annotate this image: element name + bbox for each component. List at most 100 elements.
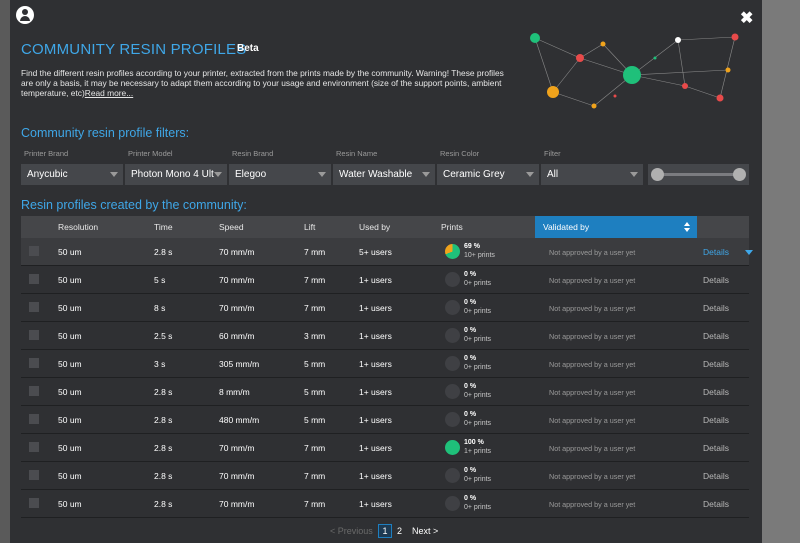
table-section-title: Resin profiles created by the community: — [21, 198, 247, 212]
column-lift[interactable]: Lift — [304, 222, 316, 232]
row-checkbox[interactable] — [29, 470, 39, 480]
column-validated-by[interactable]: Validated by — [535, 216, 697, 238]
cell-lift: 7 mm — [304, 471, 326, 481]
cell-validated-by: Not approved by a user yet — [549, 500, 636, 509]
column-prints[interactable]: Prints — [441, 222, 463, 232]
cell-print-count: 0+ prints — [464, 476, 492, 483]
filter-select[interactable]: All — [541, 164, 643, 185]
read-more-link[interactable]: Read more... — [84, 88, 134, 99]
chevron-down-icon — [110, 172, 118, 177]
cell-resolution: 50 um — [58, 387, 82, 397]
pagination-next[interactable]: Next > — [412, 526, 439, 536]
column-used-by[interactable]: Used by — [359, 222, 391, 232]
cell-print-count: 0+ prints — [464, 336, 492, 343]
printer-brand-select[interactable]: Anycubic — [21, 164, 123, 185]
row-checkbox[interactable] — [29, 414, 39, 424]
column-speed[interactable]: Speed — [219, 222, 244, 232]
cell-speed: 8 mm/m — [219, 387, 250, 397]
printer-model-select[interactable]: Photon Mono 4 Ult — [125, 164, 227, 185]
cell-validated-by: Not approved by a user yet — [549, 332, 636, 341]
cell-lift: 5 mm — [304, 359, 326, 369]
pagination-previous[interactable]: < Previous — [330, 526, 373, 536]
resin-brand-select[interactable]: Elegoo — [229, 164, 331, 185]
table-row[interactable]: 50 um 3 s 305 mm/m 5 mm 1+ users 0 % 0+ prints… — [21, 350, 749, 378]
cell-print-count: 10+ prints — [464, 252, 495, 259]
row-checkbox[interactable] — [29, 302, 39, 312]
cell-lift: 7 mm — [304, 275, 326, 285]
row-checkbox[interactable] — [29, 274, 39, 284]
cell-validated-by: Not approved by a user yet — [549, 444, 636, 453]
details-button[interactable]: Details — [703, 499, 729, 509]
slider-handle-min[interactable] — [651, 168, 664, 181]
table-row[interactable]: 50 um 2.8 s 70 mm/m 7 mm 5+ users 69 % 10+ pri… — [21, 238, 753, 266]
details-button[interactable]: Details — [703, 275, 729, 285]
row-checkbox[interactable] — [29, 386, 39, 396]
pagination-page-1[interactable]: 1 — [378, 524, 392, 538]
details-button[interactable]: Details — [703, 331, 729, 341]
column-time[interactable]: Time — [154, 222, 173, 232]
table-row[interactable]: 50 um 2.8 s 70 mm/m 7 mm 1+ users 0 % 0+ print… — [21, 490, 749, 518]
table-row[interactable]: 50 um 5 s 70 mm/m 7 mm 1+ users 0 % 0+ prints N… — [21, 266, 749, 294]
details-button[interactable]: Details — [703, 471, 729, 481]
pagination-page-2[interactable]: 2 — [397, 526, 403, 536]
column-resolution[interactable]: Resolution — [58, 222, 99, 232]
cell-used-by: 1+ users — [359, 331, 392, 341]
cell-used-by: 1+ users — [359, 387, 392, 397]
row-checkbox[interactable] — [29, 330, 39, 340]
printer-model-value: Photon Mono 4 Ult — [131, 169, 214, 180]
chevron-down-icon — [526, 172, 534, 177]
success-rate-chart — [445, 496, 460, 511]
cell-lift: 5 mm — [304, 387, 326, 397]
details-button[interactable]: Details — [703, 443, 729, 453]
table-row[interactable]: 50 um 2.8 s 480 mm/m 5 mm 1+ users 0 % 0+ prin… — [21, 406, 749, 434]
cell-lift: 5 mm — [304, 415, 326, 425]
cell-print-count: 0+ prints — [464, 420, 492, 427]
row-checkbox[interactable] — [29, 246, 39, 256]
user-icon[interactable] — [16, 6, 34, 24]
table-row[interactable]: 50 um 2.8 s 8 mm/m 5 mm 1+ users 0 % 0+ prints… — [21, 378, 749, 406]
range-slider[interactable] — [648, 164, 749, 185]
cell-validated-by: Not approved by a user yet — [549, 388, 636, 397]
cell-speed: 480 mm/m — [219, 415, 260, 425]
slider-track — [656, 173, 741, 176]
resin-name-value: Water Washable — [339, 169, 413, 180]
cell-resolution: 50 um — [58, 499, 82, 509]
cell-used-by: 1+ users — [359, 303, 392, 313]
details-button[interactable]: Details — [703, 303, 729, 313]
cell-print-count: 0+ prints — [464, 504, 492, 511]
table-row[interactable]: 50 um 2.8 s 70 mm/m 7 mm 1+ users 100 % 1+ pri… — [21, 434, 749, 462]
cell-time: 2.8 s — [154, 443, 173, 453]
filter-label-resin-name: Resin Name — [336, 149, 378, 158]
cell-resolution: 50 um — [58, 331, 82, 341]
details-button[interactable]: Details — [703, 359, 729, 369]
filter-label-printer-brand: Printer Brand — [24, 149, 69, 158]
chevron-down-icon[interactable] — [745, 250, 753, 255]
cell-used-by: 1+ users — [359, 499, 392, 509]
table-row[interactable]: 50 um 2.5 s 60 mm/m 3 mm 1+ users 0 % 0+ print… — [21, 322, 749, 350]
cell-resolution: 50 um — [58, 471, 82, 481]
resin-name-select[interactable]: Water Washable — [333, 164, 435, 185]
slider-handle-max[interactable] — [733, 168, 746, 181]
details-button[interactable]: Details — [703, 415, 729, 425]
page-description: Find the different resin profiles accord… — [21, 68, 511, 99]
network-illustration — [530, 33, 739, 109]
cell-lift: 7 mm — [304, 499, 326, 509]
row-checkbox[interactable] — [29, 358, 39, 368]
table-row[interactable]: 50 um 2.8 s 70 mm/m 7 mm 1+ users 0 % 0+ print… — [21, 462, 749, 490]
row-checkbox[interactable] — [29, 498, 39, 508]
success-rate-chart — [445, 328, 460, 343]
row-checkbox[interactable] — [29, 442, 39, 452]
details-button[interactable]: Details — [703, 247, 729, 257]
resin-color-select[interactable]: Ceramic Grey — [437, 164, 539, 185]
cell-success-percent: 0 % — [464, 327, 477, 334]
cell-print-count: 1+ prints — [464, 448, 492, 455]
table-row[interactable]: 50 um 8 s 70 mm/m 7 mm 1+ users 0 % 0+ prints N… — [21, 294, 749, 322]
details-button[interactable]: Details — [703, 387, 729, 397]
table-header: Resolution Time Speed Lift Used by Print… — [21, 216, 749, 238]
close-icon[interactable]: ✖ — [740, 10, 754, 27]
cell-success-percent: 0 % — [464, 467, 477, 474]
printer-brand-value: Anycubic — [27, 169, 68, 180]
cell-lift: 3 mm — [304, 331, 326, 341]
success-rate-chart — [445, 300, 460, 315]
cell-lift: 7 mm — [304, 443, 326, 453]
